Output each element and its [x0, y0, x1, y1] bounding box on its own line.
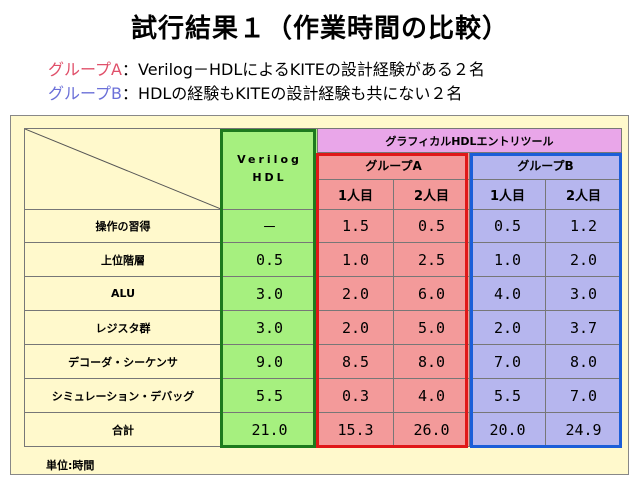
verilog-header: Verilog HDL [221, 128, 318, 210]
group-a-person2-cell: 4.0 [393, 378, 470, 413]
group-b-person2-header: 2人目 [545, 178, 622, 211]
subtitle-group-a: グループA：Verilog－HDLによるKITEの設計経験がある２名 [48, 56, 485, 80]
row-label: シミュレーション・デバッグ [24, 378, 222, 413]
subtitle-group-b-label: グループB [48, 84, 123, 103]
group-b-person2-cell: 24.9 [545, 412, 622, 447]
group-b-person2-cell: 7.0 [545, 378, 622, 413]
row-label: レジスタ群 [24, 310, 222, 345]
group-b-person2-cell: 1.2 [545, 209, 622, 243]
verilog-cell: － [221, 209, 318, 243]
verilog-cell: 5.5 [221, 378, 318, 413]
table-row-total: 合計 21.0 15.3 26.0 20.0 24.9 [24, 412, 622, 447]
table-row: 上位階層 0.5 1.0 2.5 1.0 2.0 [24, 242, 622, 277]
subtitle-group-a-text: ：Verilog－HDLによるKITEの設計経験がある２名 [122, 60, 485, 79]
verilog-cell: 3.0 [221, 276, 318, 311]
group-b-person1-cell: 7.0 [469, 344, 546, 379]
group-b-person1-cell: 4.0 [469, 276, 546, 311]
group-b-person2-cell: 3.0 [545, 276, 622, 311]
group-b-person1-cell: 0.5 [469, 209, 546, 243]
table-row: ALU 3.0 2.0 6.0 4.0 3.0 [24, 276, 622, 311]
graphical-tool-header: グラフィカルHDLエントリツール [317, 127, 622, 154]
verilog-cell: 0.5 [221, 242, 318, 277]
group-a-person1-header: 1人目 [317, 178, 394, 211]
group-a-person1-cell: 2.0 [317, 310, 394, 345]
verilog-cell: 9.0 [221, 344, 318, 379]
group-a-person2-cell: 5.0 [393, 310, 470, 345]
group-a-person1-cell: 0.3 [317, 378, 394, 413]
group-a-person1-cell: 1.0 [317, 242, 394, 277]
group-b-person1-cell: 5.5 [469, 378, 546, 413]
subtitle-group-a-label: グループA [48, 60, 122, 79]
group-a-person1-cell: 15.3 [317, 412, 394, 447]
row-label: 合計 [24, 412, 222, 447]
table-row: デコーダ・シーケンサ 9.0 8.5 8.0 7.0 8.0 [24, 344, 622, 379]
group-b-person1-cell: 2.0 [469, 310, 546, 345]
table-corner-cell [24, 128, 222, 210]
group-a-person2-cell: 8.0 [393, 344, 470, 379]
verilog-cell: 3.0 [221, 310, 318, 345]
diagonal-line [25, 129, 221, 209]
row-label: 上位階層 [24, 242, 222, 277]
verilog-header-line2: HDL [252, 171, 287, 184]
group-a-person1-cell: 8.5 [317, 344, 394, 379]
subtitle-group-b-text: ：HDLの経験もKITEの設計経験も共にない２名 [122, 84, 463, 103]
group-a-header: グループA [317, 152, 470, 180]
group-a-person2-cell: 0.5 [393, 209, 470, 243]
row-label: デコーダ・シーケンサ [24, 344, 222, 379]
group-a-person2-cell: 2.5 [393, 242, 470, 277]
group-b-person1-cell: 1.0 [469, 242, 546, 277]
group-b-person2-cell: 8.0 [545, 344, 622, 379]
unit-label: 単位:時間 [46, 459, 95, 472]
row-label: ALU [24, 276, 222, 311]
table-row: 操作の習得 － 1.5 0.5 0.5 1.2 [24, 209, 622, 243]
group-b-person2-cell: 3.7 [545, 310, 622, 345]
table-row: レジスタ群 3.0 2.0 5.0 2.0 3.7 [24, 310, 622, 345]
page-title: 試行結果１（作業時間の比較） [130, 14, 509, 44]
group-b-person1-header: 1人目 [469, 178, 546, 211]
verilog-cell: 21.0 [221, 412, 318, 447]
comparison-table: Verilog HDL グラフィカルHDLエントリツール グループA グループB… [24, 127, 622, 447]
group-b-person2-cell: 2.0 [545, 242, 622, 277]
group-b-person1-cell: 20.0 [469, 412, 546, 447]
group-a-person2-cell: 6.0 [393, 276, 470, 311]
group-a-person1-cell: 2.0 [317, 276, 394, 311]
group-a-person2-header: 2人目 [393, 178, 470, 211]
subtitle-group-b: グループB：HDLの経験もKITEの設計経験も共にない２名 [48, 80, 462, 104]
group-a-person2-cell: 26.0 [393, 412, 470, 447]
verilog-header-line1: Verilog [237, 153, 302, 166]
group-b-header: グループB [469, 152, 622, 180]
table-row: シミュレーション・デバッグ 5.5 0.3 4.0 5.5 7.0 [24, 378, 622, 413]
group-a-person1-cell: 1.5 [317, 209, 394, 243]
row-label: 操作の習得 [24, 209, 222, 243]
